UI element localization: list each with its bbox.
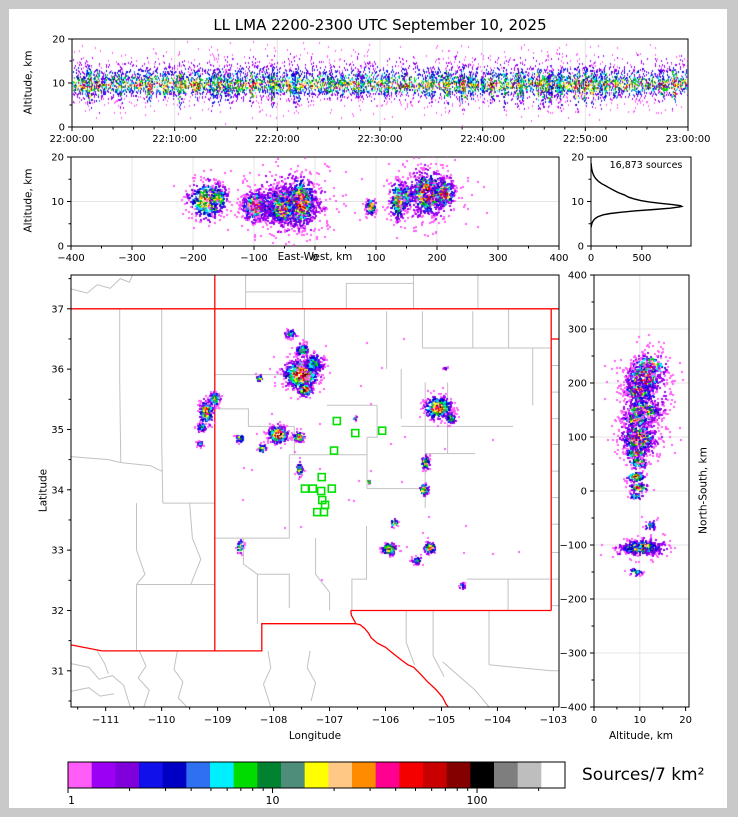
plot-title: LL LMA 2200-2300 UTC September 10, 2025: [213, 16, 547, 34]
ns-panel-ylabel: North-South, km: [697, 447, 710, 534]
map-xlabel: Longitude: [288, 730, 342, 742]
ew-panel-ylabel: Altitude, km: [22, 168, 35, 233]
ns-height-panel: [594, 275, 689, 707]
colorbar-label: Sources/7 km²: [582, 765, 705, 785]
colorbar: [68, 762, 565, 788]
ns-panel-xlabel: Altitude, km: [608, 730, 673, 742]
sources-count-annotation: 16,873 sources: [609, 160, 683, 171]
time-height-panel: [72, 39, 688, 127]
map-ylabel: Latitude: [37, 468, 50, 513]
map-panel: [71, 275, 559, 707]
ew-panel-xlabel: East-West, km: [277, 251, 353, 263]
ew-height-panel: [71, 157, 559, 246]
